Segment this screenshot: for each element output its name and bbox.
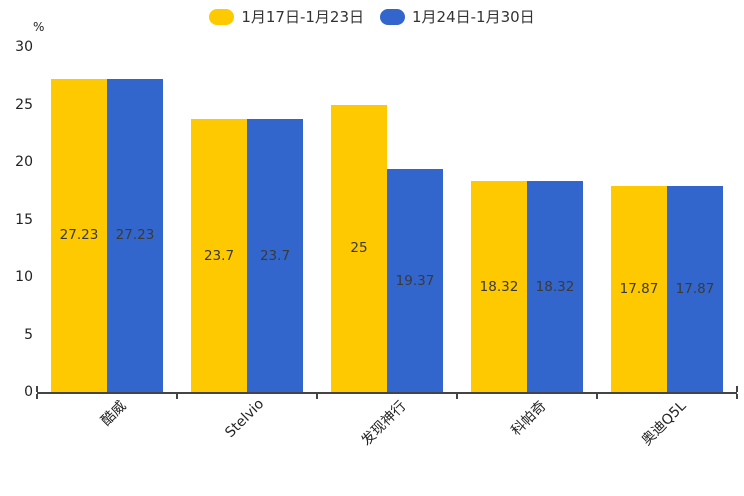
y-tick-label: 25: [15, 96, 33, 113]
bar-value-label: 27.23: [115, 227, 155, 244]
bar-week1-2: 25: [331, 104, 387, 392]
x-axis-tick: [36, 394, 38, 399]
x-axis-line: [37, 392, 737, 394]
bar-value-label: 17.87: [619, 281, 659, 298]
y-axis-unit-label: %: [33, 20, 45, 34]
legend-item-week2[interactable]: 1月24日-1月30日: [380, 8, 535, 26]
bar-week2-4: 17.87: [667, 186, 723, 392]
x-category-label-1: Stelvio: [222, 396, 268, 441]
legend-swatch-week2: [380, 9, 405, 25]
legend-label-week2: 1月24日-1月30日: [412, 8, 535, 26]
bar-value-label: 27.23: [59, 227, 99, 244]
bar-week2-2: 19.37: [387, 169, 443, 392]
y-tick-label: 20: [15, 154, 33, 170]
bar-week1-0: 27.23: [51, 78, 107, 392]
bar-week2-1: 23.7: [247, 119, 303, 392]
bar-week1-1: 23.7: [191, 119, 247, 392]
bar-value-label: 19.37: [395, 272, 435, 289]
bar-week2-3: 18.32: [527, 181, 583, 392]
x-category-label-4: 奥迪Q5L: [638, 398, 690, 449]
x-axis-tick: [596, 394, 598, 399]
bar-week1-3: 18.32: [471, 181, 527, 392]
bar-value-label: 18.32: [535, 278, 575, 295]
legend-label-week1: 1月17日-1月23日: [241, 8, 364, 26]
x-category-label-0: 酷威: [98, 398, 130, 430]
y-tick-label: 0: [24, 384, 33, 400]
bar-value-label: 17.87: [675, 281, 715, 298]
x-axis-endcap: [736, 386, 738, 392]
x-category-label-3: 科帕奇: [508, 398, 550, 440]
x-category-label-2: 发现神行: [358, 398, 410, 450]
bar-week2-0: 27.23: [107, 78, 163, 392]
x-axis-tick: [456, 394, 458, 399]
y-tick-label: 30: [15, 39, 33, 55]
legend-item-week1[interactable]: 1月17日-1月23日: [209, 8, 364, 26]
x-axis-tick: [736, 394, 738, 399]
y-tick-label: 15: [15, 211, 33, 228]
legend: 1月17日-1月23日 1月24日-1月30日: [0, 8, 744, 26]
bar-week1-4: 17.87: [611, 186, 667, 392]
bar-value-label: 18.32: [479, 278, 519, 295]
y-tick-label: 10: [15, 269, 33, 285]
bar-value-label: 25: [350, 240, 368, 257]
x-axis-tick: [316, 394, 318, 399]
bar-value-label: 23.7: [203, 247, 235, 264]
bar-value-label: 23.7: [259, 247, 291, 264]
x-axis-endcap: [36, 386, 38, 392]
legend-swatch-week1: [209, 9, 235, 25]
y-tick-label: 5: [24, 326, 33, 343]
x-axis-tick: [176, 394, 178, 399]
